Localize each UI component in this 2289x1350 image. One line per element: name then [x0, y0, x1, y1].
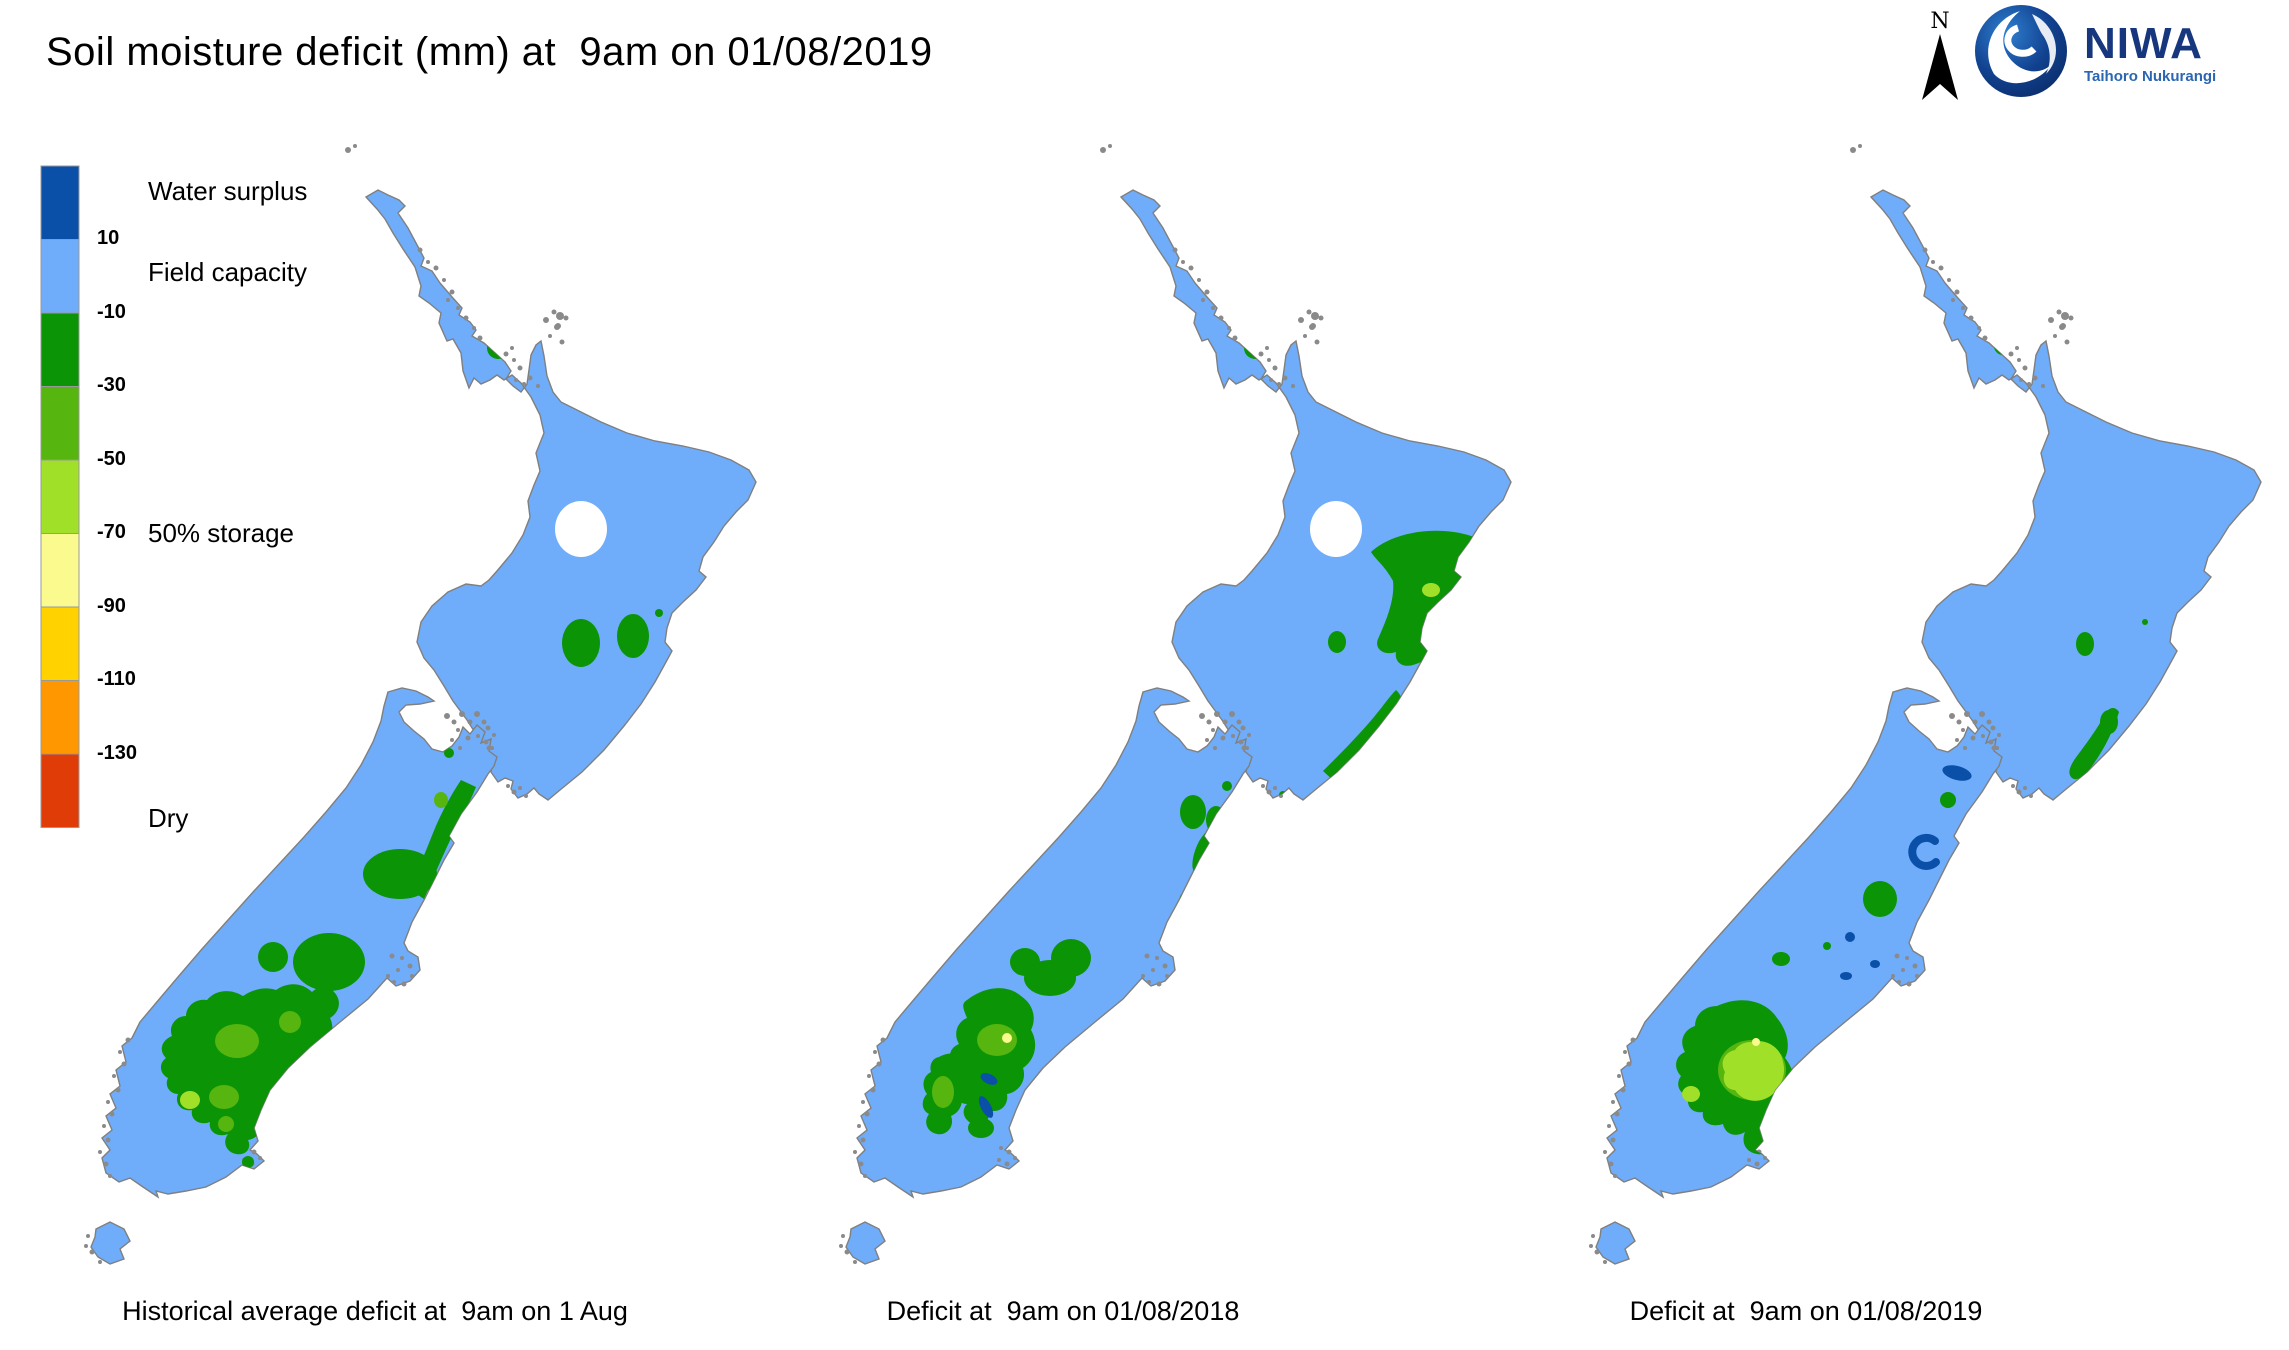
map-panel-historical	[84, 144, 757, 1265]
map-caption-historical: Historical average deficit at 9am on 1 A…	[122, 1296, 628, 1326]
page-title: Soil moisture deficit (mm) at 9am on 01/…	[46, 30, 933, 74]
north-island-shape	[1120, 189, 1512, 801]
legend-tick-10: 10	[97, 227, 120, 249]
map-caption-2018: Deficit at 9am on 01/08/2018	[886, 1296, 1240, 1326]
lake-taupo	[1310, 501, 1362, 557]
north-arrow-label: N	[1930, 9, 1949, 34]
niwa-wordmark-block: NIWA Taihoro Nukurangi	[2084, 19, 2217, 86]
south-island-shape	[1606, 687, 2003, 1198]
legend-tick--50: -50	[97, 448, 126, 470]
legend-block-deficit-50-70	[40, 459, 80, 534]
south-island-shape	[101, 687, 498, 1198]
legend-label-dry: Dry	[148, 803, 189, 833]
legend-label-water-surplus: Water surplus	[148, 176, 308, 206]
niwa-logo: NIWA Taihoro Nukurangi	[1972, 2, 2216, 102]
legend-colorbar	[40, 165, 80, 828]
legend-tick--30: -30	[97, 374, 126, 396]
legend-tick--70: -70	[97, 521, 126, 543]
legend-block-dry	[40, 753, 80, 828]
north-arrow: N	[1922, 9, 1958, 100]
lake-taupo	[555, 501, 607, 557]
legend-tick--90: -90	[97, 595, 126, 617]
map-panel-2019	[1589, 144, 2262, 1265]
legend-block-water-surplus	[40, 165, 80, 240]
niwa-globe-icon	[1975, 5, 2067, 97]
map-panel-2018	[839, 144, 1512, 1265]
legend-label-field-capacity: Field capacity	[148, 257, 307, 287]
stewart-island-shape	[1595, 1221, 1636, 1265]
legend-tick--10: -10	[97, 301, 126, 323]
legend-tick--110: -110	[97, 668, 136, 690]
legend-label-50-storage: 50% storage	[148, 518, 294, 548]
north-arrow-icon	[1922, 34, 1958, 100]
stewart-island-shape	[90, 1221, 131, 1265]
south-island-shape	[856, 687, 1253, 1198]
legend-block-deficit-10-30	[40, 312, 80, 387]
niwa-wordmark: NIWA	[2084, 19, 2203, 68]
north-island-shape	[365, 189, 757, 801]
north-island-shape	[1870, 189, 2262, 801]
legend-block-deficit-110-130	[40, 680, 80, 755]
deficit-overlay	[160, 237, 663, 1168]
map-caption-2019: Deficit at 9am on 01/08/2019	[1629, 1296, 1983, 1326]
legend-block-deficit-90-110	[40, 606, 80, 681]
legend-tick--130: -130	[97, 742, 138, 764]
legend-block-deficit-70-90	[40, 533, 80, 608]
legend-block-field-capacity	[40, 239, 80, 314]
niwa-tagline: Taihoro Nukurangi	[2084, 68, 2217, 85]
stewart-island-shape	[845, 1221, 886, 1265]
